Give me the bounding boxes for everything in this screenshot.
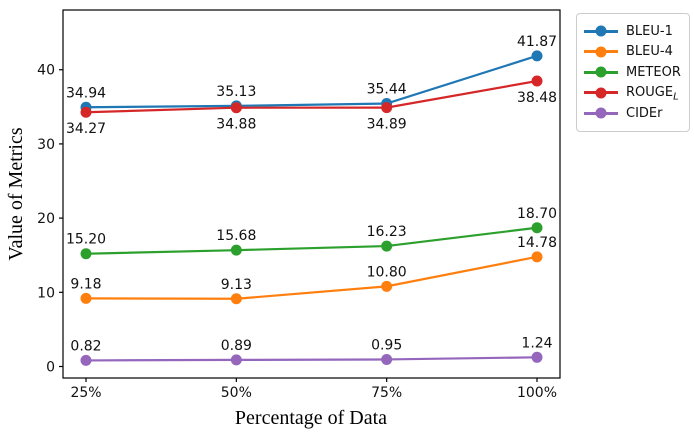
legend-label: ROUGEL [626,85,679,103]
data-label-METEOR: 15.68 [216,228,256,244]
data-point-CIDEr [381,353,393,365]
data-point-CIDEr [230,354,242,366]
data-label-ROUGE: 34.27 [66,121,106,137]
data-label-BLEU-4: 9.18 [70,276,101,292]
data-point-METEOR [80,248,92,260]
data-point-ROUGE [230,102,242,114]
data-point-BLEU-4 [381,280,393,292]
series-line-BLEU-4 [84,255,539,300]
legend-item-ROUGE: ROUGEL [584,83,681,104]
y-tick-label: 10 [37,285,55,301]
legend-item-CIDEr: CIDEr [584,103,681,124]
data-point-BLEU-4 [230,293,242,305]
data-label-BLEU-1: 35.44 [367,82,407,98]
data-point-METEOR [381,240,393,252]
legend-dot-icon [595,25,607,37]
legend-marker-icon [584,66,618,78]
y-axis-label: Value of Metrics [5,127,27,261]
legend-marker-icon [584,46,618,58]
legend-label: BLEU-1 [626,23,673,39]
data-label-CIDEr: 0.89 [221,338,252,354]
x-axis-label: Percentage of Data [235,407,387,429]
data-label-BLEU-1: 34.94 [66,85,106,101]
data-label-CIDEr: 0.95 [371,337,402,353]
y-tick-label: 0 [46,360,55,376]
data-label-CIDEr: 1.24 [521,335,552,351]
y-tick-label: 20 [37,211,55,227]
data-point-METEOR [531,222,543,234]
data-label-METEOR: 18.70 [517,206,557,222]
data-label-METEOR: 15.20 [66,232,106,248]
data-label-CIDEr: 0.82 [70,338,101,354]
data-label-METEOR: 16.23 [367,224,407,240]
data-label-BLEU-4: 14.78 [517,235,557,251]
legend-marker-icon [584,25,618,37]
plot-frame [62,9,561,379]
data-point-BLEU-1 [531,50,543,62]
legend-dot-icon [595,66,607,78]
legend-marker-icon [584,107,618,119]
x-tick-label: 75% [371,385,402,401]
data-label-ROUGE: 34.88 [216,117,256,133]
y-tick-label: 40 [37,63,55,79]
data-point-BLEU-4 [80,292,92,304]
legend-dot-icon [595,107,607,119]
data-point-ROUGE [381,102,393,114]
legend-dot-icon [595,46,607,58]
legend-label-subscript: L [673,91,679,103]
data-point-BLEU-4 [531,251,543,263]
data-label-BLEU-1: 41.87 [517,34,557,50]
legend-marker-icon [584,87,618,99]
data-label-ROUGE: 34.89 [367,117,407,133]
legend-label: METEOR [626,64,681,80]
y-tick-label: 30 [37,137,55,153]
x-tick-label: 100% [517,385,557,401]
legend-dot-icon [595,87,607,99]
data-point-METEOR [230,244,242,256]
data-label-BLEU-1: 35.13 [216,84,256,100]
series-line-METEOR [84,226,539,255]
x-tick-label: 25% [70,385,101,401]
series-line-BLEU-1 [84,54,539,109]
series-line-ROUGE [84,79,539,114]
legend-item-BLEU-4: BLEU-4 [584,42,681,63]
data-point-ROUGE [80,106,92,118]
legend-item-BLEU-1: BLEU-1 [584,21,681,42]
legend-label: BLEU-4 [626,44,673,60]
data-label-ROUGE: 38.48 [517,90,557,106]
data-label-BLEU-4: 9.13 [221,277,252,293]
legend-label: CIDEr [626,105,663,121]
data-point-ROUGE [531,75,543,87]
data-label-BLEU-4: 10.80 [367,264,407,280]
x-tick-label: 50% [221,385,252,401]
data-point-CIDEr [80,354,92,366]
legend-item-METEOR: METEOR [584,62,681,83]
data-point-CIDEr [531,351,543,363]
legend: BLEU-1 BLEU-4 METEOR ROUGEL CIDEr [576,13,690,132]
series-line-CIDEr [84,356,539,362]
